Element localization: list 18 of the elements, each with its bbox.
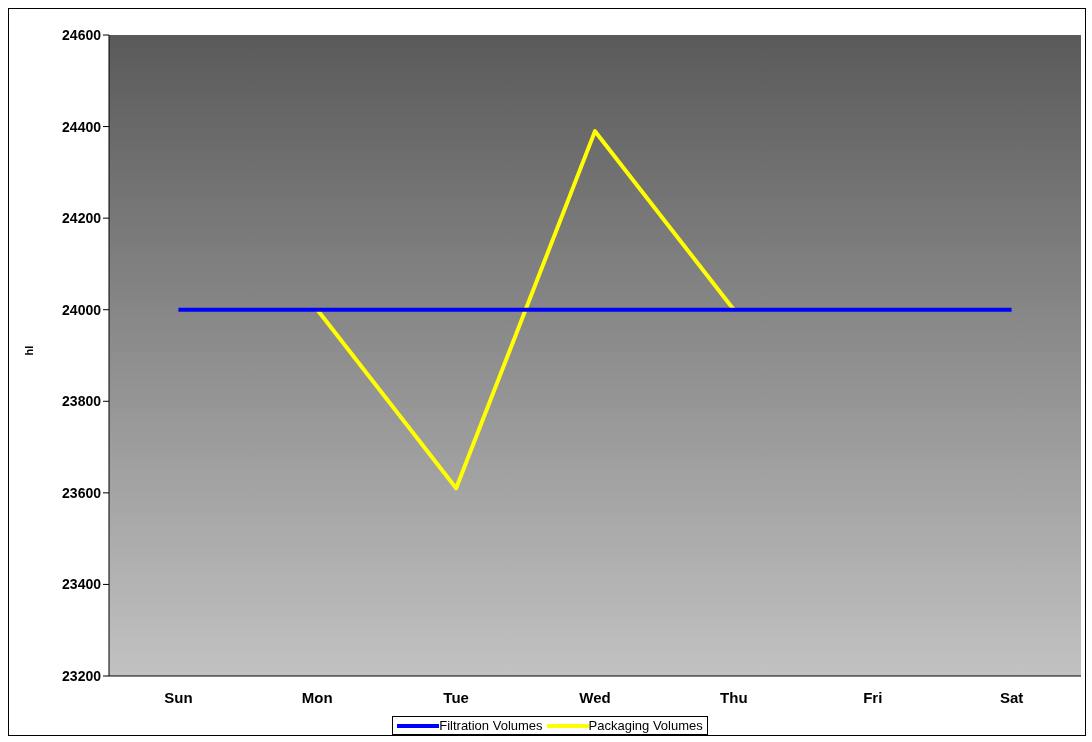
x-tick-label: Sat	[999, 688, 1024, 706]
y-tick-label: 24000	[62, 301, 102, 318]
x-tick-label: Wed	[579, 688, 611, 706]
x-tick-label: Tue	[443, 688, 469, 706]
y-tick-label: 24200	[62, 210, 102, 227]
y-tick-label: 23800	[62, 393, 102, 410]
legend-label: Filtration Volumes	[439, 718, 543, 733]
y-tick-label: 23600	[62, 484, 102, 501]
legend-label: Packaging Volumes	[588, 718, 703, 733]
x-tick-label: Thu	[720, 688, 748, 706]
y-tick-label: 24600	[62, 26, 102, 43]
x-tick-label: Sun	[164, 688, 193, 706]
y-axis-title: hl	[22, 345, 35, 356]
x-tick-label: Mon	[301, 688, 333, 706]
y-tick-label: 23200	[62, 667, 102, 684]
y-tick-label: 24400	[62, 118, 102, 135]
x-tick-label: Fri	[863, 688, 883, 706]
y-tick-label: 23400	[62, 576, 102, 593]
